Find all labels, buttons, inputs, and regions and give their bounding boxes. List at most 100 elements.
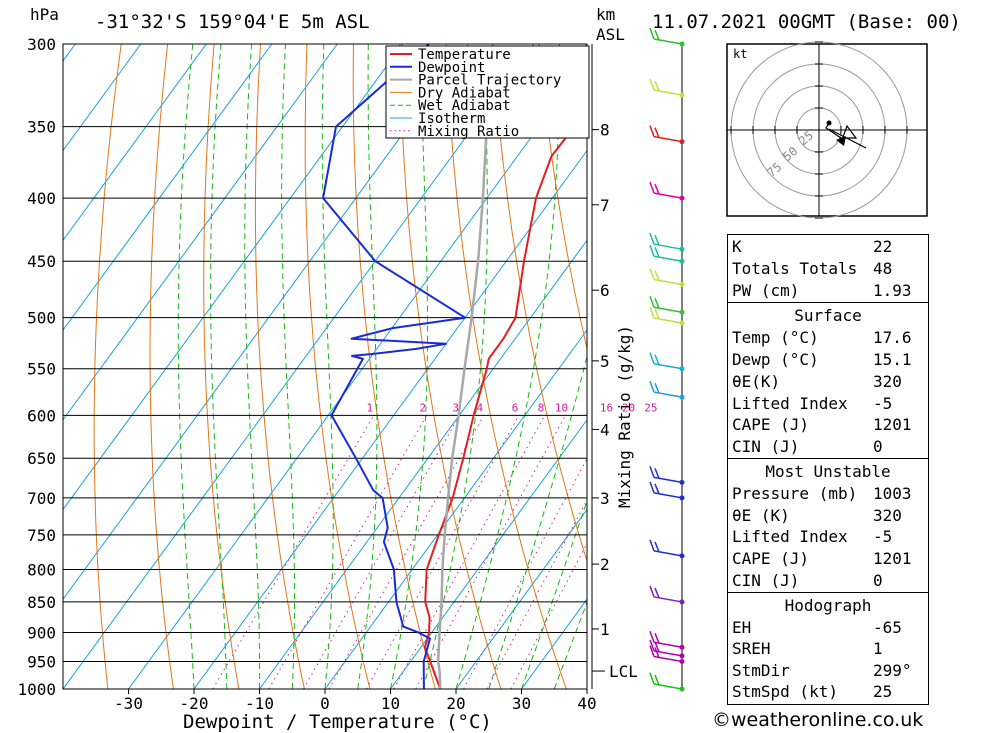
wind-barb [649,232,685,252]
isotherm-line [0,44,10,689]
most-unstable-title: Most Unstable [765,462,891,481]
pressure-unit-label: hPa [30,5,59,24]
wind-barb [649,27,685,47]
mixing-ratio-label: 10 [555,401,568,414]
dry-adiabat-line [538,44,587,351]
site-credit-link[interactable]: ©weatheronline.co.uk [712,709,924,731]
wet-adiabat-line [244,44,261,689]
isotherm-line [63,44,338,421]
legend-label: Mixing Ratio [418,124,519,140]
legend-label: Temperature [418,47,511,63]
pressure-tick-label: 450 [27,252,56,271]
table-row: PW (cm) 1.93 [732,281,912,300]
height-unit-label-2: ASL [596,25,625,44]
mixing-ratio-label: 25 [644,401,657,414]
temperature-tick-label: 30 [512,694,531,713]
legend-label: Isotherm [418,111,485,127]
temperature-profile [423,102,587,689]
mixing-ratio-line [328,415,485,689]
table-row: CAPE (J) 1201 [732,415,912,434]
hodograph-unit: kt [733,47,747,61]
wind-barb [649,539,685,559]
pressure-tick-label: 400 [27,189,56,208]
mixing-ratio-label: 16 [600,401,613,414]
height-tick-label: 6 [600,281,610,300]
dry-adiabat-line [149,44,174,689]
height-tick-label: 2 [600,555,610,574]
mixing-ratio-label: 2 [419,401,426,414]
wind-barb [649,306,685,326]
isotherm-line [63,44,142,152]
pressure-tick-label: 950 [27,653,56,672]
lcl-label: LCL [609,662,638,681]
temperature-tick-label: 40 [577,694,596,713]
table-row: CIN (J) 0 [732,571,883,590]
isotherm-line [63,44,404,511]
plot-frame [62,43,588,690]
mixing-ratio-line [303,415,461,689]
isotherm-line [63,44,469,601]
wind-barb [649,630,685,650]
wind-barbs [649,27,685,692]
wind-barb [649,352,685,372]
wind-barb [649,639,685,659]
legend-label: Parcel Trajectory [418,73,561,89]
mixing-ratio-label: 4 [476,401,483,414]
legend-box [385,45,590,139]
wet-adiabat-line [281,44,295,689]
temperature-tick-label: -10 [245,694,274,713]
isotherm-line [259,239,587,689]
table-row: Dewp (°C) 15.1 [732,350,912,369]
pressure-tick-label: 900 [27,624,56,643]
mixing-ratio-label: 3 [452,401,459,414]
temperature-tick-label: -20 [180,694,209,713]
height-tick-label: 5 [600,352,610,371]
isotherm-line [324,329,587,689]
dry-adiabat-line [203,44,240,689]
table-row: StmSpd (kt) 25 [732,682,893,701]
legend-label: Dry Adiabat [418,85,511,101]
surface-table: Surface Temp (°C) 17.6 Dewp (°C) 15.1 θE(K… [727,302,929,459]
pressure-axis: 300 350 400 450 500 550 600 650 700 750 800 850 900 9… [17,35,56,699]
table-row: θE (K) 320 [732,506,902,525]
dry-adiabat-line [93,44,122,689]
mixing-ratio-line [365,415,520,689]
location-title: -31°32'S 159°04'E 5m ASL [95,11,370,33]
table-row: Lifted Index -5 [732,394,893,413]
wet-adiabat-line [177,44,195,689]
dewpoint-profile [322,44,467,689]
wind-barb [649,125,685,145]
mixing-ratio-axis-label: Mixing Ratio (g/kg) [615,325,634,508]
pressure-tick-label: 850 [27,593,56,612]
temperature-tick-label: 10 [381,694,400,713]
pressure-tick-label: 650 [27,449,56,468]
mixing-ratio-label: 20 [622,401,635,414]
wind-barb [649,78,685,98]
height-tick-label: 8 [600,121,610,140]
wind-barb [649,380,685,400]
parcel-trajectory-profile [436,44,495,689]
dry-adiabat-line [254,44,305,689]
wind-barb [649,672,685,692]
pressure-tick-label: 300 [27,35,56,54]
wind-barb [649,244,685,264]
height-axis: 8 7 6 5 4 3 2 1 LCL [591,44,638,689]
table-row: Lifted Index -5 [732,527,893,546]
height-tick-label: 3 [600,489,610,508]
mixing-ratio-line [393,415,546,689]
temperature-tick-label: 0 [320,694,330,713]
hodograph-stats-title: Hodograph [784,596,872,615]
x-axis-label: Dewpoint / Temperature (°C) [183,711,492,733]
table-row: Totals Totals 48 [732,259,893,278]
indices-table: K 22 Totals Totals 48 PW (cm) 1.93 [727,234,929,303]
wind-barb [649,268,685,288]
wind-barb [649,466,685,485]
pressure-tick-label: 1000 [17,680,56,699]
most-unstable-table: Most Unstable Pressure (mb) 1003 θE (K) 32… [727,458,929,593]
pressure-tick-label: 550 [27,360,56,379]
wet-adiabat-line [455,44,560,689]
storm-motion-vector [828,128,867,149]
